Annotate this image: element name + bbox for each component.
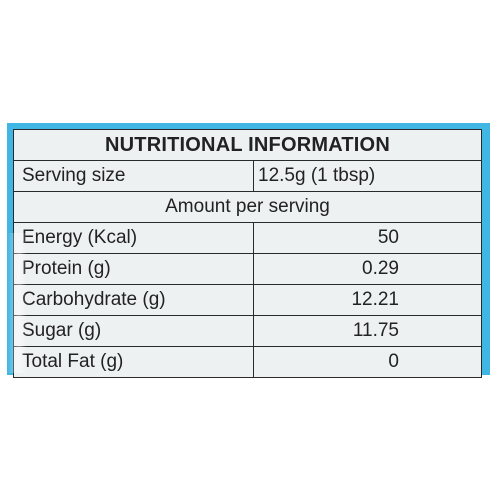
table-row: Protein (g) 0.29 xyxy=(13,253,482,285)
nutrient-value: 11.75 xyxy=(253,315,482,347)
table-row: Energy (Kcal) 50 xyxy=(13,222,482,254)
nutrient-value: 0 xyxy=(253,346,482,378)
nutrient-value: 12.21 xyxy=(253,284,482,316)
nutrition-label-frame: NUTRITIONAL INFORMATION Serving size 12.… xyxy=(7,123,490,378)
nutrient-value: 50 xyxy=(253,222,482,254)
nutrient-label: Energy (Kcal) xyxy=(13,222,254,254)
serving-row: Serving size 12.5g (1 tbsp) xyxy=(13,160,482,192)
table-row: Total Fat (g) 0 xyxy=(13,346,482,378)
nutrient-label: Total Fat (g) xyxy=(13,346,254,378)
amount-header-row: Amount per serving xyxy=(13,191,482,223)
nutrient-label: Protein (g) xyxy=(13,253,254,285)
serving-size-label: Serving size xyxy=(13,160,254,192)
serving-size-value: 12.5g (1 tbsp) xyxy=(253,160,482,192)
nutrient-label: Carbohydrate (g) xyxy=(13,284,254,316)
amount-per-serving-header: Amount per serving xyxy=(13,191,482,223)
nutrient-value: 0.29 xyxy=(253,253,482,285)
title-row: NUTRITIONAL INFORMATION xyxy=(13,129,482,161)
table-row: Sugar (g) 11.75 xyxy=(13,315,482,347)
nutrition-table: NUTRITIONAL INFORMATION Serving size 12.… xyxy=(13,129,482,378)
table-title: NUTRITIONAL INFORMATION xyxy=(13,129,482,161)
nutrient-label: Sugar (g) xyxy=(13,315,254,347)
table-row: Carbohydrate (g) 12.21 xyxy=(13,284,482,316)
